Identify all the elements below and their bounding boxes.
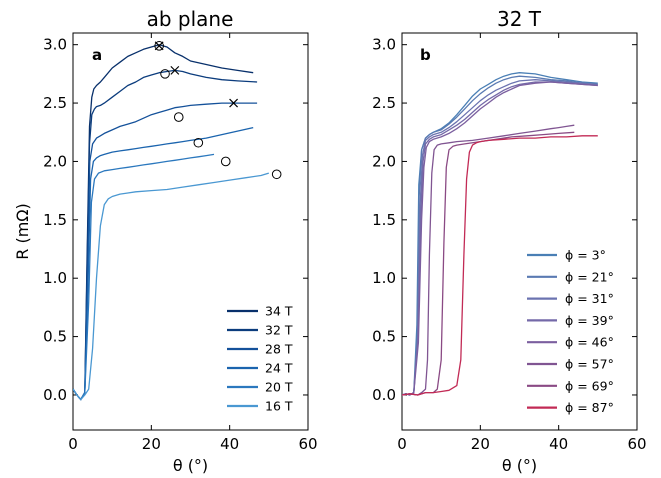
legend-label-b-0: ϕ = 3° <box>565 248 606 263</box>
x-marker <box>170 65 180 75</box>
series-line-a-4 <box>73 153 215 401</box>
panel-a: ab plane 0 20 40 60 0.0 0.5 1.0 1.5 2.0 2.5 3.0 θ (°… <box>13 7 318 475</box>
x-tick-label-a: 0 <box>68 435 78 453</box>
x-tick-label-a: 40 <box>220 435 239 453</box>
y-tick-label-a: 3.0 <box>43 36 67 54</box>
y-tick-label-a: 0.0 <box>43 386 67 404</box>
y-tick-label-b: 2.5 <box>372 94 396 112</box>
panel-title-b: 32 T <box>497 7 542 31</box>
open-circle-marker <box>154 41 164 51</box>
legend-label-a-4: 20 T <box>265 380 293 395</box>
legend-label-a-1: 32 T <box>265 323 293 338</box>
open-circle-marker <box>160 69 170 79</box>
y-tick-label-b: 1.0 <box>372 269 396 287</box>
legend-label-b-5: ϕ = 57° <box>565 357 614 372</box>
series-line-b-7 <box>402 135 598 396</box>
legend-label-b-3: ϕ = 39° <box>565 313 614 328</box>
x-tick-label-b: 20 <box>471 435 490 453</box>
y-tick-label-b: 1.5 <box>372 211 396 229</box>
y-tick-label-a: 1.0 <box>43 269 67 287</box>
y-tick-label-a: 1.5 <box>43 211 67 229</box>
panel-letter-b: b <box>420 46 431 64</box>
y-tick-label-b: 0.0 <box>372 386 396 404</box>
y-tick-label-a: 0.5 <box>43 328 67 346</box>
legend-label-b-6: ϕ = 69° <box>565 378 614 393</box>
legend-label-b-7: ϕ = 87° <box>565 400 614 415</box>
x-marker <box>229 98 239 108</box>
y-tick-label-a: 2.0 <box>43 152 67 170</box>
axes-frame-a <box>72 32 309 431</box>
series-line-a-2 <box>73 102 258 401</box>
y-axis-title-a: R (mΩ) <box>13 203 32 260</box>
x-marker <box>154 41 164 51</box>
y-tick-label-a: 2.5 <box>43 94 67 112</box>
x-tick-label-b: 0 <box>397 435 407 453</box>
panel-title-a: ab plane <box>147 7 234 31</box>
legend-label-b-2: ϕ = 31° <box>565 291 614 306</box>
panel-letter-a: a <box>92 46 102 64</box>
series-line-b-4 <box>402 81 598 396</box>
y-tick-label-b: 0.5 <box>372 328 396 346</box>
x-tick-label-a: 60 <box>298 435 317 453</box>
open-circle-marker <box>193 137 204 148</box>
open-circle-marker <box>271 169 282 180</box>
series-line-a-3 <box>73 126 254 401</box>
legend-label-a-2: 28 T <box>265 342 293 357</box>
legend-label-a-5: 16 T <box>265 399 293 414</box>
axes-frame-b <box>401 32 638 431</box>
y-tick-label-b: 2.0 <box>372 152 396 170</box>
panel-b: 32 T 0 20 40 60 0.0 0.5 1.0 1.5 2.0 2.5 3.0 θ (°) b ϕ … <box>372 7 646 475</box>
x-axis-title-b: θ (°) <box>502 456 537 475</box>
legend-label-b-4: ϕ = 46° <box>565 335 614 350</box>
series-line-b-5 <box>402 124 575 396</box>
x-axis-title-a: θ (°) <box>173 456 208 475</box>
plot-area-a <box>73 44 269 401</box>
series-line-a-5 <box>73 172 269 401</box>
legend-label-b-1: ϕ = 21° <box>565 269 614 284</box>
legend-label-a-3: 24 T <box>265 361 293 376</box>
open-circle-marker <box>220 156 231 167</box>
x-tick-label-a: 20 <box>142 435 161 453</box>
plot-area-b <box>402 72 598 396</box>
x-tick-label-b: 60 <box>627 435 646 453</box>
open-circle-marker <box>173 112 184 122</box>
y-tick-label-b: 3.0 <box>372 36 396 54</box>
legend-label-a-0: 34 T <box>265 304 293 319</box>
x-tick-label-b: 40 <box>549 435 568 453</box>
